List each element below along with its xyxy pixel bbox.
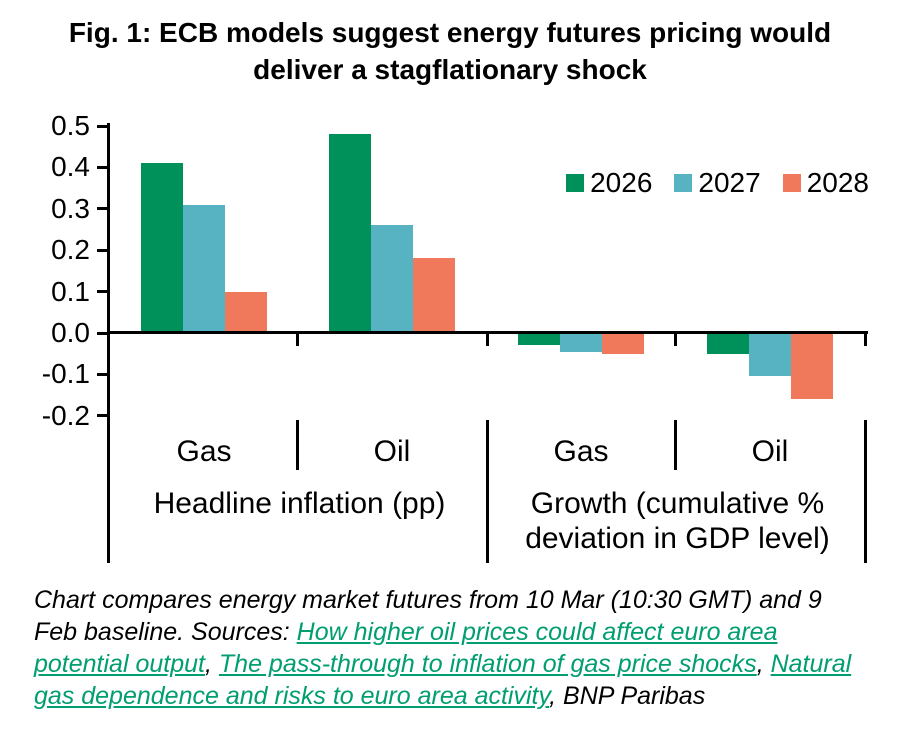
category-axis-tick (485, 334, 489, 346)
category-label-gas-2: Gas (553, 435, 609, 468)
y-axis-tick (97, 165, 108, 169)
y-axis-tick (97, 248, 108, 252)
figure-title: Fig. 1: ECB models suggest energy future… (68, 17, 832, 85)
category-axis-tick (673, 334, 677, 346)
source-link[interactable]: How higher oil prices could affect euro … (34, 618, 778, 678)
legend-item-2026: 2026 (566, 167, 652, 199)
source-link[interactable]: Natural gas dependence and risks to euro… (34, 650, 852, 710)
y-axis-tick (97, 331, 108, 335)
bar-2026-gas-0 (141, 163, 183, 333)
y-axis-tick-label: 0.1 (51, 275, 90, 307)
category-label-oil-3: Oil (751, 435, 789, 468)
caption-text: Chart compares energy market futures fro… (34, 586, 822, 646)
y-axis-tick-label: 0.4 (51, 151, 90, 183)
bar-2027-oil-3 (749, 333, 791, 377)
y-axis-line (107, 123, 110, 563)
legend-swatch-2028 (782, 174, 801, 192)
category-label-gas-0: Gas (176, 435, 232, 468)
caption-text: , (756, 650, 771, 678)
legend-label: 2028 (806, 167, 869, 198)
y-axis-tick (97, 372, 108, 376)
y-axis-tick (97, 414, 108, 418)
y-axis-tick-label: 0.3 (51, 192, 90, 224)
bar-2027-oil-1 (371, 225, 413, 333)
bar-2027-gas-2 (560, 333, 602, 352)
bar-2028-gas-0 (225, 291, 267, 333)
group-separator-line (485, 420, 489, 563)
caption-text: , (204, 650, 219, 678)
bar-2026-oil-3 (707, 333, 749, 354)
group-label-growth: Growth (cumulative % deviation in GDP le… (525, 487, 830, 555)
y-axis-tick-label: 0.2 (51, 234, 90, 266)
y-axis-tick-label: -0.2 (41, 399, 90, 431)
y-axis-tick-label: 0.5 (51, 110, 90, 141)
bar-2026-gas-2 (518, 333, 560, 346)
category-separator-line (673, 420, 677, 470)
chart-legend: 2026 2027 2028 (566, 167, 869, 199)
legend-label: 2027 (698, 167, 761, 198)
y-axis-tick (97, 207, 108, 211)
category-separator-line (295, 420, 299, 470)
caption-text: , BNP Paribas (549, 682, 706, 710)
category-axis-tick (863, 334, 867, 346)
source-link[interactable]: The pass-through to inflation of gas pri… (218, 650, 757, 678)
x-axis-line (107, 331, 868, 334)
legend-swatch-2026 (566, 174, 585, 192)
bar-2028-oil-1 (413, 258, 455, 333)
category-label-oil-1: Oil (373, 435, 411, 468)
figure-caption: Chart compares energy market futures fro… (34, 584, 870, 712)
y-axis-tick (97, 290, 108, 294)
legend-item-2027: 2027 (674, 167, 761, 199)
bar-2027-gas-0 (183, 204, 225, 333)
group-separator-line (863, 420, 867, 563)
category-axis-tick (295, 334, 299, 346)
legend-label: 2026 (590, 167, 653, 198)
y-axis-tick-label: 0.0 (51, 317, 90, 348)
bar-2026-oil-1 (329, 134, 371, 333)
legend-swatch-2027 (674, 174, 693, 192)
group-label-headline-inflation: Headline inflation (pp) (153, 487, 446, 520)
bar-2028-gas-2 (602, 333, 644, 354)
y-axis-tick-label: -0.1 (41, 358, 90, 390)
bar-2028-oil-3 (791, 333, 833, 400)
legend-item-2028: 2028 (782, 167, 869, 199)
y-axis-tick (97, 124, 108, 128)
